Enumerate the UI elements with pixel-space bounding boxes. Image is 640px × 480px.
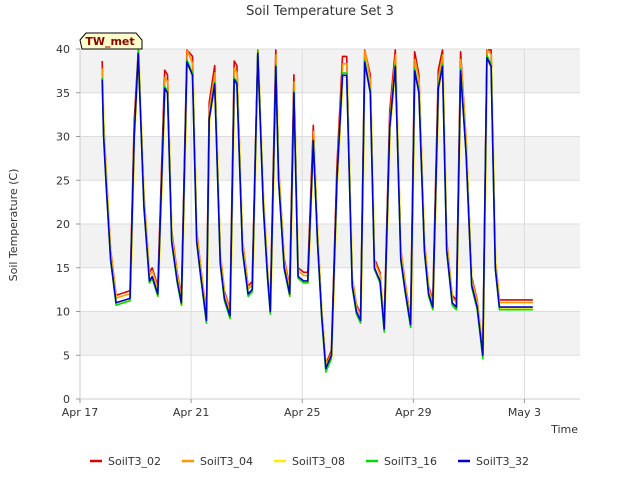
x-axis-label: Time [550,423,578,436]
series-lines [101,49,534,373]
y-tick-label: 0 [63,393,70,406]
x-tick-label: Apr 17 [62,406,99,419]
y-tick-label: 40 [56,43,70,56]
chart-title: Soil Temperature Set 3 [246,4,394,19]
legend-label: SoilT3_08 [292,455,345,468]
plot-band [80,311,580,356]
x-axis-ticks: Apr 17 Apr 21 Apr 25 Apr 29 May 3 [62,399,541,419]
legend-item-soilt3_04: SoilT3_04 [182,455,253,468]
y-tick-label: 25 [56,174,70,187]
plot-band [80,224,580,268]
y-tick-label: 5 [63,349,70,362]
legend-label: SoilT3_16 [384,455,437,468]
site-label-badge: TW_met [79,32,143,50]
legend: SoilT3_02 SoilT3_04 SoilT3_08 SoilT3_16 Soil… [90,455,529,468]
legend-item-soilt3_16: SoilT3_16 [366,455,437,468]
y-axis-label: Soil Temperature (C) [7,169,20,282]
x-tick-label: May 3 [508,406,541,419]
x-tick-label: Apr 25 [284,406,321,419]
y-tick-label: 10 [56,306,70,319]
legend-item-soilt3_08: SoilT3_08 [274,455,345,468]
series-line-soilt3_32 [101,52,533,370]
plot-band [80,49,580,93]
legend-label: SoilT3_32 [476,455,529,468]
y-tick-label: 20 [56,218,70,231]
y-axis-ticks: 0 5 10 15 20 25 30 35 40 [56,43,80,406]
x-tick-label: Apr 29 [395,406,432,419]
plot-band [80,136,580,181]
site-label-text: TW_met [85,35,134,48]
x-tick-label: Apr 21 [173,406,210,419]
legend-item-soilt3_32: SoilT3_32 [458,455,529,468]
legend-label: SoilT3_02 [108,455,161,468]
y-tick-label: 15 [56,262,70,275]
legend-label: SoilT3_04 [200,455,253,468]
legend-item-soilt3_02: SoilT3_02 [90,455,161,468]
y-tick-label: 30 [56,131,70,144]
y-tick-label: 35 [56,87,70,100]
